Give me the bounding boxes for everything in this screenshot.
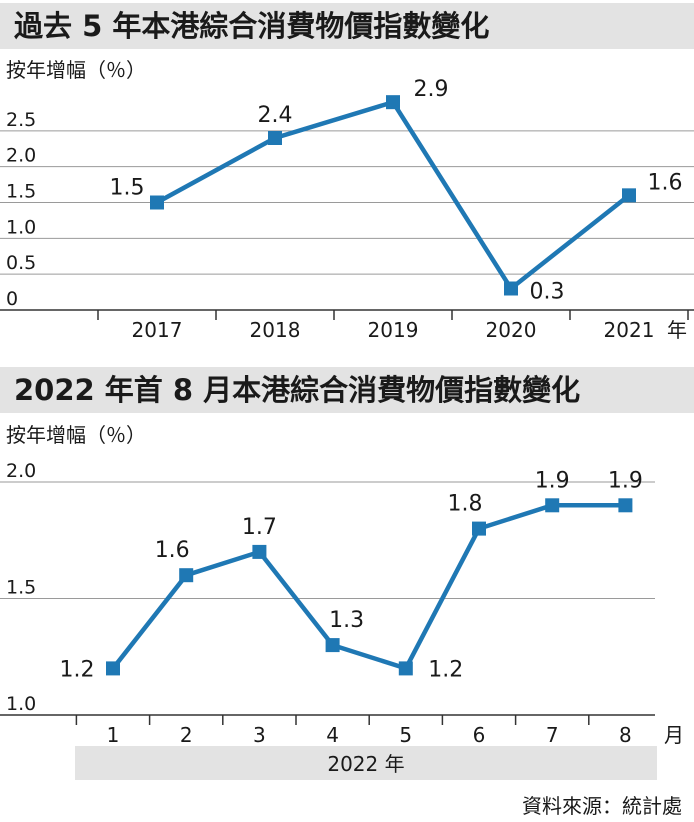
chart2-data-label: 1.2 (60, 657, 95, 682)
chart2-data-point (398, 661, 413, 676)
chart1-y-tick-label: 1.5 (6, 181, 36, 203)
chart1-data-label: 1.6 (648, 170, 683, 195)
chart2-data-point (179, 568, 194, 583)
chart2-x-group-label: 2022 年 (327, 752, 404, 776)
chart2-x-tick-label: 6 (473, 723, 486, 747)
chart2-data-point (106, 661, 120, 676)
chart2-series-line (111, 503, 626, 671)
chart2-data-label: 1.3 (329, 608, 364, 633)
chart2-x-group-band (75, 746, 657, 780)
chart1-x-tick-label: 2021 (604, 318, 655, 342)
source-note: 資料來源：統計處 (522, 794, 682, 818)
chart2-y-axis-label: 按年增幅（％） (6, 423, 146, 447)
chart1-data-label: 0.3 (530, 280, 565, 305)
chart1-data-point (386, 95, 400, 110)
chart1-y-tick-label: 2.0 (6, 145, 36, 167)
chart2-data-point (545, 498, 560, 513)
chart2-data-point (472, 521, 486, 536)
chart1-data-label: 2.4 (258, 103, 293, 128)
cpi-5-year-chart: 按年增幅（％） 0 0.5 1.0 1.5 2.0 2.5 2017 2018 2019 2020 2… (0, 58, 694, 342)
chart1-x-tick-label: 2018 (250, 318, 301, 342)
chart2-x-tick-label: 7 (546, 723, 559, 747)
chart1-data-point (268, 131, 282, 145)
chart2-x-tick-label: 1 (107, 723, 120, 747)
chart2-data-label: 1.9 (535, 468, 570, 493)
chart1-x-tick-label: 2017 (132, 318, 183, 342)
chart2-x-axis-label: 月 (664, 723, 684, 747)
chart1-x-tick-label: 2019 (368, 318, 419, 342)
chart1-y-axis-label: 按年增幅（％） (6, 58, 146, 82)
chart2-x-tick-label: 2 (180, 723, 193, 747)
chart2-data-label: 1.8 (448, 492, 483, 517)
chart2-data-point (252, 544, 267, 559)
chart2-x-tick-label: 3 (253, 723, 266, 747)
chart2-data-label: 1.9 (608, 468, 643, 493)
chart2-x-tick-label: 4 (326, 723, 339, 747)
chart2-y-tick-label: 1.0 (6, 693, 36, 715)
chart2-data-label: 1.6 (155, 538, 190, 563)
chart1-data-point (622, 188, 636, 203)
chart2-data-point (325, 638, 340, 653)
chart1-data-point (504, 281, 518, 296)
chart1-data-label: 2.9 (414, 77, 449, 102)
chart1-y-tick-label: 0 (6, 288, 18, 310)
chart1-x-axis-label: 年 (667, 318, 687, 342)
chart1-x-tick-label: 2020 (486, 318, 537, 342)
chart1-y-tick-label: 2.5 (6, 109, 36, 131)
chart1-series-line (155, 99, 631, 291)
chart2-y-tick-label: 2.0 (6, 460, 36, 482)
chart1-y-tick-label: 1.0 (6, 216, 36, 238)
cpi-2022-monthly-chart: 按年增幅（％） 1.0 1.5 2.0 1 2 3 4 5 6 7 8 月 2022 年 1.2 1.6 1.7… (0, 423, 684, 780)
chart2-data-label: 1.7 (242, 515, 277, 540)
chart2-data-label: 1.2 (428, 657, 463, 682)
chart1-data-point (150, 195, 164, 210)
chart1-data-label: 1.5 (110, 176, 145, 201)
chart1-y-tick-label: 0.5 (6, 252, 36, 274)
chart2-title: 2022 年首 8 月本港綜合消費物價指數變化 (0, 367, 694, 413)
chart2-x-tick-label: 5 (399, 723, 412, 747)
chart2-data-point (618, 498, 633, 513)
chart1-title: 過去 5 年本港綜合消費物價指數變化 (0, 3, 694, 49)
chart2-x-tick-label: 8 (619, 723, 632, 747)
chart2-y-tick-label: 1.5 (6, 577, 36, 599)
